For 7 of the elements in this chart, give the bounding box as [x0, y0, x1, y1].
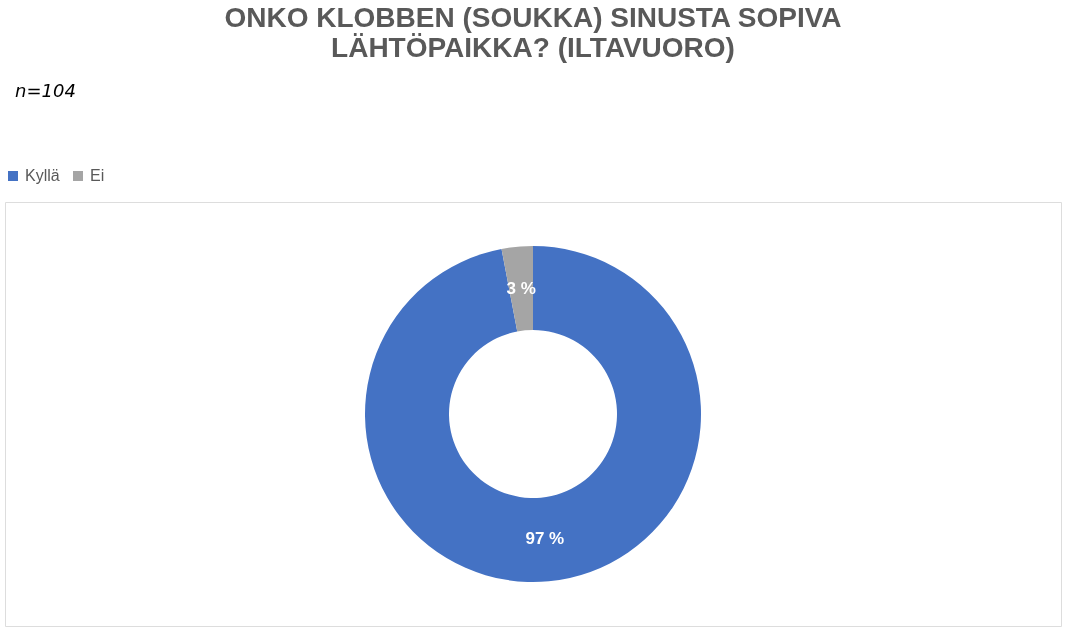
legend-label: Kyllä — [25, 167, 60, 184]
text: n=104 — [15, 80, 76, 101]
data-label: 97 % — [525, 529, 565, 549]
text: ONKO KLOBBEN (SOUKKA) SINUSTA SOPIVA — [224, 2, 842, 33]
text: LÄHTÖPAIKKA? (ILTAVUORO) — [331, 32, 735, 63]
donut-slice — [365, 246, 701, 582]
legend-label: Ei — [90, 167, 105, 184]
